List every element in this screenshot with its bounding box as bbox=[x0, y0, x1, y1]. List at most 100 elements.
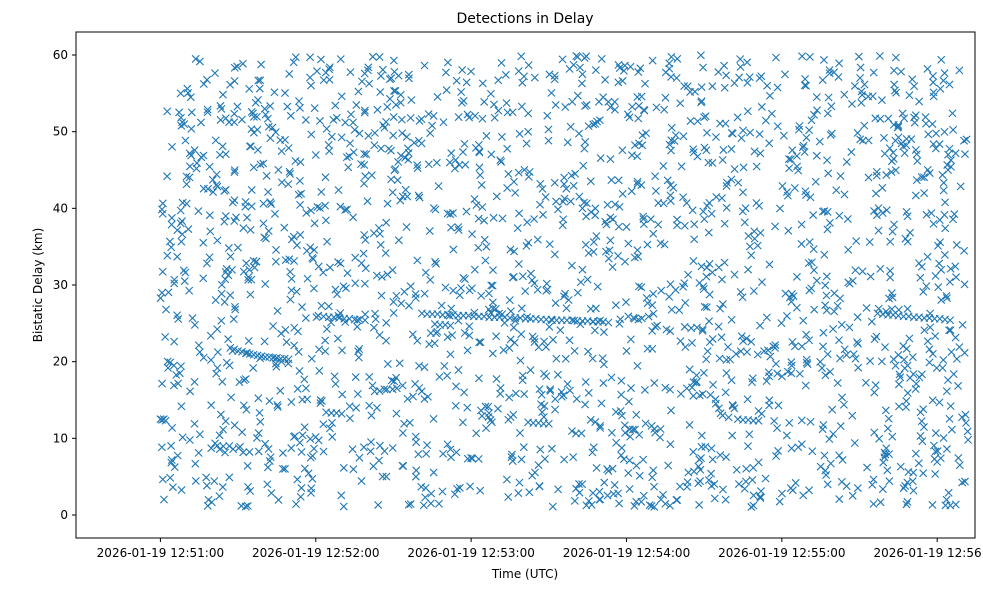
data-point bbox=[429, 111, 438, 120]
data-point bbox=[837, 320, 846, 329]
data-point bbox=[704, 476, 713, 485]
data-point bbox=[398, 129, 407, 138]
data-point bbox=[564, 296, 573, 304]
data-point bbox=[629, 313, 638, 322]
data-point bbox=[638, 131, 647, 140]
data-point bbox=[667, 52, 676, 61]
data-point bbox=[565, 64, 574, 73]
data-point bbox=[294, 97, 303, 106]
data-point bbox=[720, 61, 729, 70]
data-point bbox=[249, 363, 258, 372]
data-point bbox=[215, 445, 224, 454]
data-point bbox=[194, 448, 203, 457]
data-point bbox=[834, 72, 843, 81]
data-point bbox=[259, 219, 268, 228]
data-point bbox=[607, 428, 616, 437]
data-point bbox=[537, 390, 546, 399]
data-point bbox=[233, 243, 242, 252]
data-point bbox=[460, 329, 469, 338]
data-point bbox=[921, 113, 930, 122]
data-point bbox=[676, 389, 685, 398]
data-point bbox=[730, 404, 739, 413]
data-point bbox=[727, 315, 736, 324]
data-point bbox=[639, 491, 648, 500]
data-point bbox=[917, 173, 926, 182]
data-point bbox=[292, 287, 301, 296]
data-point bbox=[572, 394, 581, 403]
data-point bbox=[156, 294, 165, 303]
data-point bbox=[401, 185, 410, 194]
data-point bbox=[850, 439, 859, 447]
data-point bbox=[871, 381, 880, 390]
data-point bbox=[334, 311, 343, 320]
data-point bbox=[432, 158, 441, 167]
data-point bbox=[650, 502, 659, 511]
data-point bbox=[360, 316, 369, 325]
data-point bbox=[923, 337, 932, 346]
data-point bbox=[289, 432, 298, 441]
data-point bbox=[509, 177, 518, 186]
data-point bbox=[654, 220, 663, 229]
data-point bbox=[621, 257, 629, 266]
data-point bbox=[474, 140, 483, 149]
data-point bbox=[702, 272, 711, 281]
data-point bbox=[645, 501, 654, 510]
data-point bbox=[307, 81, 316, 90]
data-point bbox=[528, 276, 537, 285]
data-point bbox=[960, 246, 969, 255]
data-point bbox=[404, 301, 413, 310]
data-point bbox=[168, 423, 177, 432]
data-point bbox=[245, 84, 254, 93]
data-point bbox=[249, 256, 258, 265]
data-point bbox=[680, 221, 689, 230]
data-point bbox=[666, 327, 675, 336]
data-point bbox=[190, 320, 199, 329]
data-point bbox=[827, 129, 836, 138]
data-point bbox=[233, 102, 242, 111]
data-point bbox=[787, 369, 796, 378]
data-point bbox=[690, 87, 699, 96]
data-point bbox=[459, 273, 468, 282]
data-point bbox=[584, 122, 593, 131]
data-point bbox=[302, 208, 311, 217]
data-point bbox=[261, 439, 270, 448]
data-point bbox=[614, 60, 623, 69]
data-point bbox=[309, 284, 318, 293]
data-point bbox=[370, 387, 379, 396]
data-point bbox=[811, 177, 820, 186]
data-point bbox=[415, 383, 424, 392]
data-point bbox=[533, 235, 542, 244]
data-point bbox=[195, 57, 204, 66]
data-point bbox=[209, 188, 218, 197]
data-point bbox=[497, 157, 506, 166]
data-point bbox=[501, 70, 510, 79]
data-point bbox=[337, 491, 346, 500]
data-point bbox=[181, 136, 190, 145]
data-point bbox=[923, 252, 932, 261]
data-point bbox=[703, 201, 712, 210]
data-point bbox=[158, 379, 167, 388]
data-point bbox=[671, 285, 680, 294]
data-point bbox=[199, 238, 208, 247]
data-point bbox=[212, 170, 221, 179]
data-point bbox=[870, 428, 879, 437]
data-point bbox=[836, 422, 845, 431]
data-point bbox=[715, 354, 724, 363]
data-point bbox=[902, 397, 911, 406]
data-point bbox=[203, 108, 212, 117]
data-point bbox=[928, 500, 937, 509]
data-point bbox=[588, 489, 597, 497]
data-point bbox=[224, 244, 233, 253]
data-point bbox=[390, 166, 399, 175]
data-point bbox=[432, 259, 441, 268]
data-point bbox=[411, 432, 420, 441]
data-point bbox=[860, 121, 869, 130]
data-point bbox=[176, 219, 185, 228]
data-point bbox=[463, 454, 472, 463]
data-point bbox=[185, 286, 194, 295]
data-point bbox=[353, 322, 362, 331]
data-point bbox=[439, 449, 448, 458]
data-point bbox=[783, 311, 791, 320]
data-point bbox=[396, 90, 405, 99]
data-point bbox=[697, 83, 706, 92]
